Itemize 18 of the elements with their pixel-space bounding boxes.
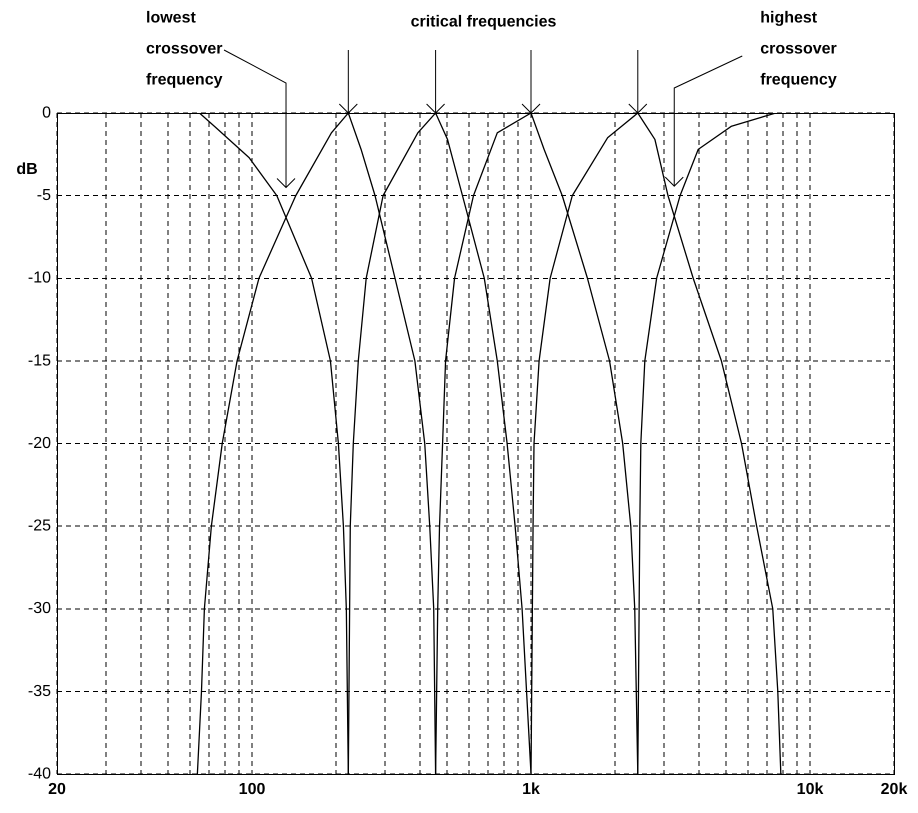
text: highest crossover frequency: [760, 9, 837, 88]
x-tick-label: 10k: [796, 781, 824, 798]
text: critical frequencies: [410, 13, 557, 30]
y-axis-title: dB: [16, 161, 38, 178]
x-tick-label: 20k: [880, 781, 908, 798]
y-tick-label: -5: [36, 187, 52, 204]
y-tick-label: 0: [42, 104, 52, 122]
y-tick-label: -20: [28, 434, 52, 452]
y-tick-label: -10: [28, 270, 52, 287]
x-tick-label: 20: [48, 781, 66, 798]
text: lowest crossover frequency: [146, 9, 223, 88]
y-tick-label: -40: [28, 765, 52, 782]
y-tick-label: -15: [28, 352, 52, 370]
x-tick-label: 1k: [522, 781, 540, 798]
y-tick-label: -25: [28, 518, 52, 535]
x-tick-label: 100: [238, 781, 266, 798]
y-tick-label: -35: [28, 682, 52, 700]
y-tick-label: -30: [28, 600, 52, 618]
